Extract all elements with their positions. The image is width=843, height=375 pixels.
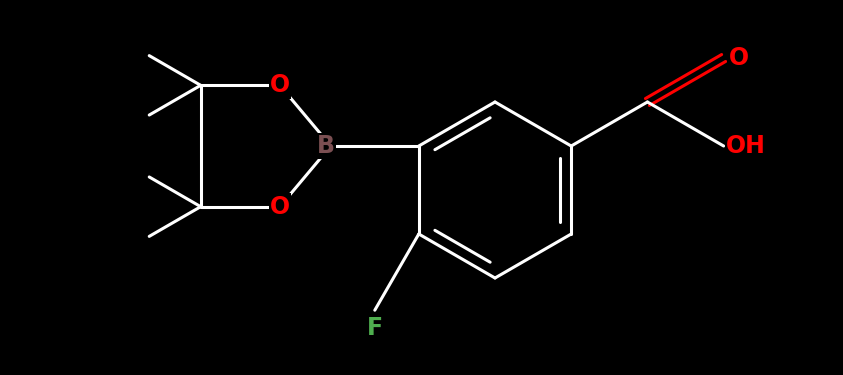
Text: O: O [270,195,290,219]
Text: B: B [317,134,335,158]
Text: F: F [367,316,383,340]
Text: OH: OH [726,134,765,158]
Text: O: O [270,74,290,98]
Text: O: O [728,46,749,70]
